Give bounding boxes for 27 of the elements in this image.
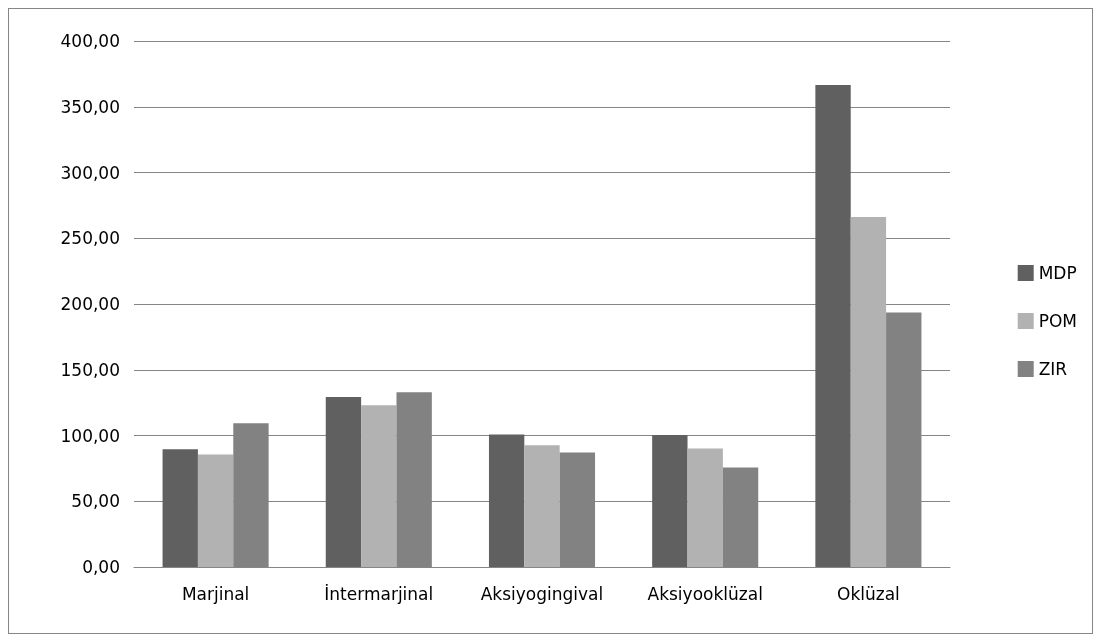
x-tick-label: Marjinal <box>181 583 250 604</box>
y-tick-label: 300,00 <box>60 162 120 183</box>
x-tick-label: Oklüzal <box>837 583 900 604</box>
bar <box>325 396 362 567</box>
legend-label: MDP <box>1038 263 1077 283</box>
y-tick-label: 100,00 <box>60 425 120 446</box>
y-tick-label: 50,00 <box>71 491 120 512</box>
bar <box>850 216 887 567</box>
y-tick-label: 250,00 <box>60 228 120 249</box>
bar <box>815 85 851 567</box>
y-tick-label: 200,00 <box>60 294 120 314</box>
x-tick-label: Aksiyooklüzal <box>647 583 763 604</box>
bar <box>524 445 560 567</box>
bar <box>652 434 688 567</box>
bar <box>197 454 234 567</box>
y-tick-label: 350,00 <box>60 96 120 117</box>
bar <box>488 434 525 567</box>
legend-label: ZIR <box>1038 359 1068 379</box>
bar <box>687 448 723 567</box>
bar <box>361 405 397 567</box>
y-tick-label: 400,00 <box>60 31 120 51</box>
legend-label: POM <box>1038 311 1078 331</box>
x-tick-label: İntermarjinal <box>324 583 434 604</box>
y-tick-label: 150,00 <box>60 359 120 380</box>
bar <box>162 449 198 567</box>
x-tick-label: Aksiyogingival <box>480 583 604 604</box>
y-tick-label: 0,00 <box>82 557 120 577</box>
